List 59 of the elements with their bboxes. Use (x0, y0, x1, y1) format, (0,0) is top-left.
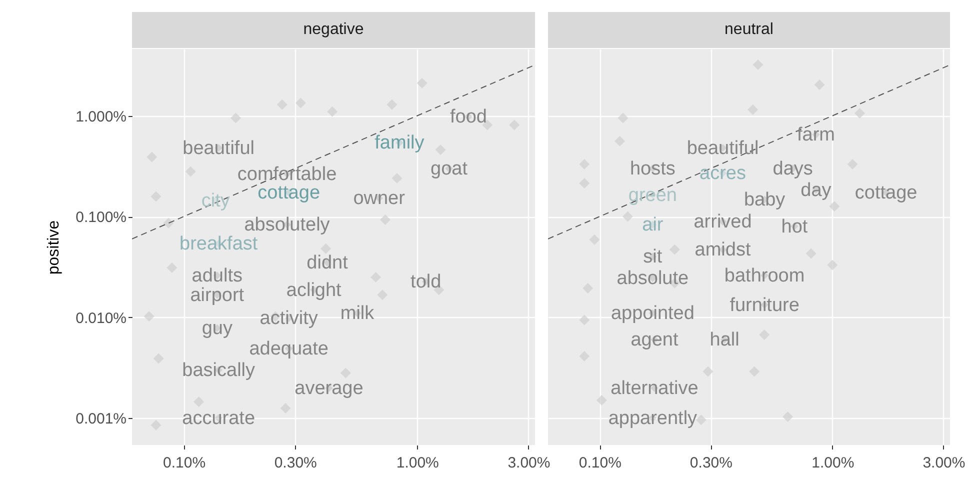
data-label: owner (353, 188, 406, 210)
y-axis-title: positive (46, 220, 63, 275)
data-label: didnt (306, 252, 349, 274)
data-label: absolutely (244, 214, 330, 236)
data-label: told (410, 272, 442, 293)
data-label: adults (192, 265, 242, 286)
data-label: food (450, 106, 487, 128)
y-tick-label: 0.010% (76, 310, 126, 327)
data-label: agent (630, 330, 679, 351)
data-label: day (800, 180, 832, 201)
data-label: sit (643, 246, 663, 268)
data-label: cottage (258, 182, 320, 204)
data-label: comfortable (237, 164, 337, 185)
data-label: acres (700, 163, 746, 184)
data-label: adequate (249, 338, 328, 360)
data-label: activity (260, 308, 318, 330)
data-label: baby (744, 190, 786, 211)
data-label: air (642, 214, 664, 236)
y-tick-label: 0.001% (76, 410, 126, 428)
data-label: beautiful (182, 138, 255, 159)
data-label: goat (430, 158, 468, 180)
x-tick-label: 0.10% (578, 454, 622, 472)
data-label: days (772, 158, 813, 180)
data-label: farm (796, 124, 835, 146)
y-tick-label: 0.100% (76, 209, 126, 226)
x-tick-label: 1.00% (396, 454, 439, 472)
data-label: aclight (286, 280, 342, 301)
data-label: guy (202, 318, 233, 340)
data-label: city (201, 190, 230, 212)
data-label: bathroom (724, 265, 805, 286)
data-label: hosts (630, 158, 676, 180)
data-label: amidst (694, 240, 752, 261)
data-label: arrived (694, 212, 752, 233)
data-label: hot (781, 216, 808, 238)
data-label: appointed (610, 303, 694, 324)
data-label: green (628, 184, 677, 206)
x-tick-label: 3.00% (922, 454, 966, 472)
x-tick-label: 0.30% (690, 454, 732, 472)
y-tick-label: 1.000% (76, 108, 126, 126)
data-label: furniture (730, 294, 800, 316)
data-label: milk (340, 303, 375, 324)
data-label: hall (710, 330, 740, 351)
x-tick-label: 0.30% (274, 454, 317, 472)
x-tick-label: 3.00% (508, 454, 550, 472)
data-label: absolute (616, 268, 689, 290)
data-label: beautiful (686, 138, 759, 159)
data-label: cottage (854, 182, 918, 204)
x-tick-label: 1.00% (812, 454, 854, 472)
data-label: family (374, 132, 425, 154)
data-label: apparently (608, 408, 698, 430)
data-label: breakfast (180, 233, 258, 254)
data-label: basically (182, 360, 256, 381)
chart-title: neutral (548, 12, 950, 48)
chart-title: negative (132, 12, 535, 48)
data-label: airport (190, 284, 245, 306)
data-label: accurate (182, 408, 256, 430)
data-label: alternative (610, 378, 698, 400)
data-label: average (294, 378, 364, 400)
x-tick-label: 0.10% (162, 454, 206, 472)
